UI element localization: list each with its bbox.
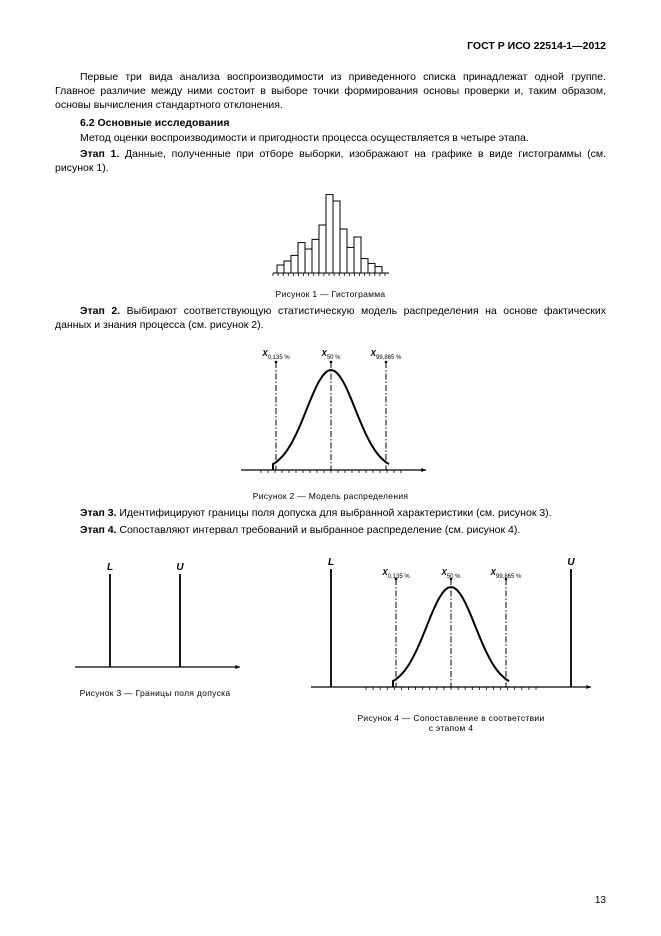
svg-text:X0,135 %: X0,135 % (261, 349, 290, 361)
step2-label: Этап 2. (80, 305, 120, 317)
paragraph-method: Метод оценки воспроизводимости и пригодн… (55, 131, 606, 145)
svg-text:X50 %: X50 % (440, 568, 461, 580)
figure-3: LU Рисунок 3 — Границы поля допуска (55, 547, 255, 733)
svg-text:X50 %: X50 % (320, 349, 341, 361)
paragraph-step1: Этап 1. Данные, полученные при отборе вы… (55, 147, 606, 175)
paragraph-intro: Первые три вида анализа воспроизводимост… (55, 70, 606, 113)
figure-1: Рисунок 1 — Гистограмма (55, 183, 606, 299)
paragraph-step2: Этап 2. Выбирают соответствующую статист… (55, 304, 606, 332)
figures-row: LU Рисунок 3 — Границы поля допуска LUX0… (55, 547, 606, 733)
svg-text:U: U (176, 562, 184, 573)
figure-2-caption: Рисунок 2 — Модель распределения (55, 491, 606, 501)
step3-text: Идентифицируют границы поля допуска для … (116, 507, 551, 519)
distribution-svg: X0,135 % X50 % X99,865 % (231, 340, 431, 485)
figure-3-caption: Рисунок 3 — Границы поля допуска (55, 688, 255, 698)
step1-label: Этап 1. (80, 148, 119, 160)
step3-label: Этап 3. (80, 507, 116, 519)
svg-text:U: U (567, 557, 575, 568)
figure-4: L U X0,135 % X50 % X99,865 % Рисунок 4 — Соп… (296, 547, 606, 733)
figure-4-caption: Рисунок 4 — Сопоставление в соответствии… (296, 713, 606, 733)
paragraph-step3: Этап 3. Идентифицируют границы поля допу… (55, 506, 606, 520)
svg-text:X99,865 %: X99,865 % (490, 568, 522, 580)
section-6-2-title: 6.2 Основные исследования (55, 117, 606, 129)
step1-text: Данные, полученные при отборе выборки, и… (55, 148, 606, 174)
svg-text:L: L (328, 557, 334, 568)
svg-text:X99,865 %: X99,865 % (369, 349, 401, 361)
figure-1-caption: Рисунок 1 — Гистограмма (55, 289, 606, 299)
limits-svg: LU (65, 547, 245, 682)
document-header: ГОСТ Р ИСО 22514-1—2012 (55, 40, 606, 52)
svg-text:L: L (107, 562, 113, 573)
comparison-svg: L U X0,135 % X50 % X99,865 % (306, 547, 596, 707)
histogram-svg (271, 183, 391, 283)
step2-text: Выбирают соответствующую статистическую … (55, 305, 606, 331)
step4-text: Сопоставляют интервал требований и выбра… (116, 524, 520, 536)
figure-2: X0,135 % X50 % X99,865 % Рисунок 2 — Модел… (55, 340, 606, 501)
page-number: 13 (595, 895, 606, 906)
paragraph-step4: Этап 4. Сопоставляют интервал требований… (55, 523, 606, 537)
svg-text:X0,135 %: X0,135 % (381, 568, 410, 580)
step4-label: Этап 4. (80, 524, 116, 536)
